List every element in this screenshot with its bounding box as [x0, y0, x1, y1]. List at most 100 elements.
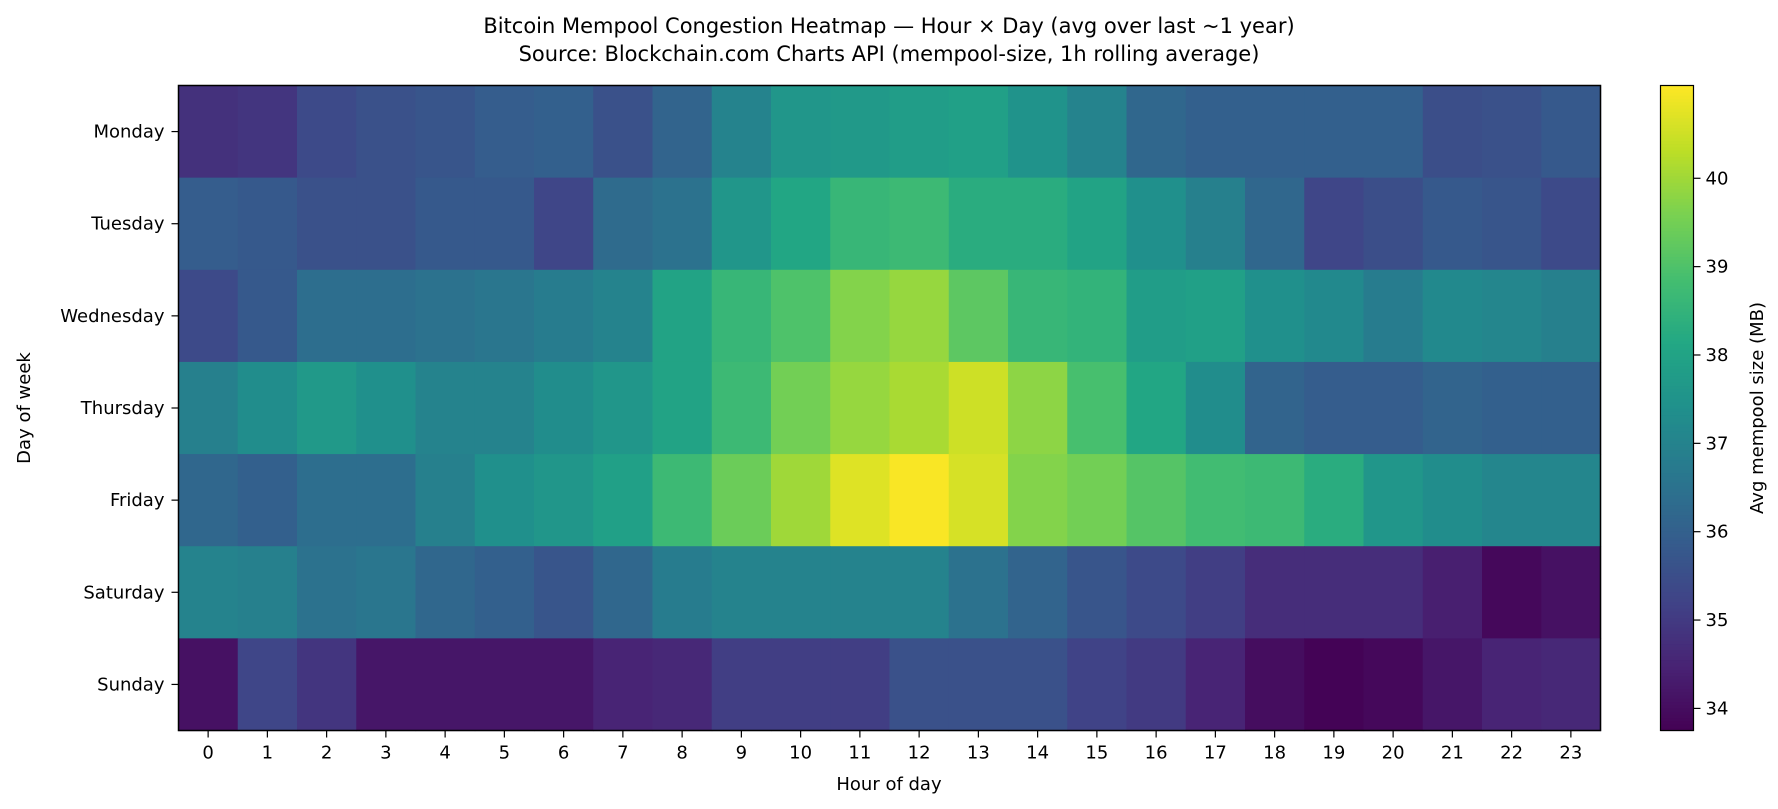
heatmap-cell	[948, 177, 1009, 271]
colorbar-segment	[1660, 169, 1694, 174]
heatmap-cell	[1008, 546, 1068, 639]
colorbar-segment	[1660, 262, 1694, 267]
colorbar-segment	[1660, 437, 1694, 441]
heatmap-cell	[711, 361, 772, 455]
colorbar-segment	[1660, 120, 1694, 125]
heatmap-cell	[771, 177, 831, 271]
heatmap-cell	[1363, 638, 1424, 732]
colorbar-segment	[1660, 527, 1694, 532]
heatmap-cell	[1363, 546, 1424, 639]
heatmap-cell	[830, 177, 891, 271]
heatmap-cell	[830, 269, 891, 363]
colorbar-segment	[1660, 466, 1694, 470]
heatmap-cell	[297, 85, 357, 179]
colorbar-segment	[1660, 95, 1694, 99]
heatmap-cell	[1363, 85, 1424, 179]
heatmap-cell	[1304, 546, 1365, 639]
colorbar-segment	[1660, 607, 1694, 612]
colorbar-segment	[1660, 114, 1694, 119]
colorbar-segment	[1660, 553, 1694, 557]
colorbar-segment	[1660, 320, 1694, 325]
colorbar-segment	[1660, 301, 1694, 306]
heatmap-cell	[948, 85, 1009, 179]
colorbar-segment	[1660, 653, 1694, 657]
heatmap-cell	[474, 546, 535, 639]
colorbar-segment	[1660, 237, 1694, 241]
colorbar-segment	[1660, 291, 1694, 296]
colorbar-segment	[1660, 240, 1694, 245]
heatmap-cell	[1185, 269, 1246, 363]
heatmap-cell	[1482, 638, 1542, 732]
heatmap-cell	[1126, 546, 1187, 639]
colorbar-segment	[1660, 456, 1694, 461]
colorbar-segment	[1660, 162, 1694, 167]
heatmap-cell	[297, 546, 357, 639]
x-tick-label: 10	[789, 743, 812, 764]
heatmap-cell	[1067, 454, 1128, 547]
colorbar-segment	[1660, 517, 1694, 522]
colorbar-segment	[1660, 562, 1694, 567]
heatmap-cell	[889, 177, 950, 271]
heatmap-cell	[1185, 546, 1246, 639]
colorbar-segment	[1660, 198, 1694, 203]
heatmap-cell	[1185, 177, 1246, 271]
colorbar-segment	[1660, 501, 1694, 506]
colorbar-segment	[1660, 346, 1694, 351]
colorbar-segment	[1660, 150, 1694, 154]
colorbar-segment	[1660, 507, 1694, 512]
heatmap-cell	[889, 546, 950, 639]
colorbar-segment	[1660, 98, 1694, 103]
heatmap-cell	[474, 361, 535, 455]
colorbar-segment	[1660, 646, 1694, 651]
colorbar-segment	[1660, 669, 1694, 674]
colorbar-segment	[1660, 253, 1694, 258]
colorbar-segment	[1660, 259, 1694, 264]
colorbar-segment	[1660, 472, 1694, 477]
colorbar-segment	[1660, 204, 1694, 209]
heatmap-cell	[711, 454, 772, 547]
heatmap-cell	[830, 85, 891, 179]
x-tick-label: 23	[1559, 743, 1582, 764]
colorbar-segment	[1660, 727, 1694, 732]
colorbar-tick-label: 39	[1706, 257, 1729, 278]
heatmap-cell	[415, 361, 476, 455]
heatmap-cell	[1126, 177, 1187, 271]
colorbar-tick-label: 35	[1706, 610, 1729, 631]
heatmap-cell	[1482, 177, 1542, 271]
colorbar-segment	[1660, 701, 1694, 706]
x-tick-label: 17	[1204, 743, 1227, 764]
heatmap-cell	[534, 638, 594, 732]
heatmap-cell	[415, 638, 476, 732]
heatmap-cell	[652, 85, 713, 179]
heatmap-cell	[1245, 638, 1305, 732]
heatmap-cell	[1008, 85, 1068, 179]
heatmap-cell	[1185, 638, 1246, 732]
colorbar-segment	[1660, 153, 1694, 158]
heatmap-cell	[1363, 177, 1424, 271]
heatmap-cell	[1304, 361, 1365, 455]
heatmap-cell	[297, 269, 357, 363]
heatmap-cell	[1541, 361, 1602, 455]
y-tick-label: Monday	[93, 122, 164, 143]
heatmap-cell	[178, 546, 239, 639]
heatmap-cell	[534, 85, 594, 179]
colorbar-segment	[1660, 443, 1694, 448]
heatmap-cell	[297, 361, 357, 455]
heatmap-cell	[356, 85, 417, 179]
colorbar-segment	[1660, 627, 1694, 632]
heatmap-cell	[1304, 269, 1365, 363]
heatmap-cell	[771, 361, 831, 455]
heatmap-cell	[178, 454, 239, 547]
heatmap-cell	[652, 361, 713, 455]
colorbar-segment	[1660, 214, 1694, 219]
heatmap-cell	[474, 177, 535, 271]
colorbar-segment	[1660, 130, 1694, 135]
colorbar-segment	[1660, 246, 1694, 251]
colorbar-segment	[1660, 511, 1694, 516]
colorbar-segment	[1660, 404, 1694, 409]
heatmap-cell	[889, 361, 950, 455]
colorbar-segment	[1660, 588, 1694, 593]
colorbar-segment	[1660, 488, 1694, 493]
heatmap-cell	[178, 361, 239, 455]
